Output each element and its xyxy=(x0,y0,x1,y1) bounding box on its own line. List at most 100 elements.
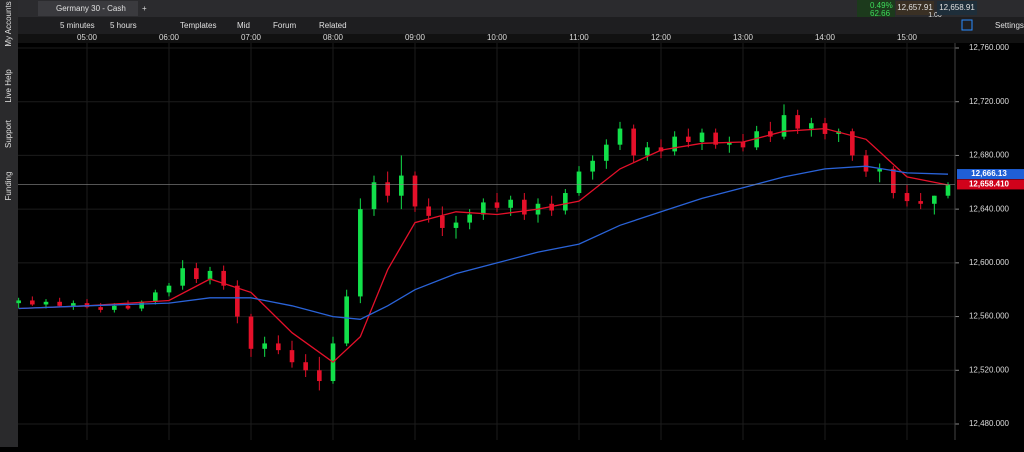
toolbar-item[interactable]: Templates xyxy=(180,21,216,30)
candle-body xyxy=(98,307,103,310)
change-points: 62.66 xyxy=(870,9,891,18)
candle-body xyxy=(248,316,254,349)
candle-body xyxy=(631,128,636,156)
candle-body xyxy=(781,115,787,137)
candle-body xyxy=(563,193,568,211)
candle-body xyxy=(481,202,486,215)
candle-body xyxy=(467,214,472,223)
candle-body xyxy=(863,155,869,172)
candle-body xyxy=(276,343,281,351)
toolbar-item[interactable]: Mid xyxy=(237,21,250,30)
candle-body xyxy=(412,175,418,207)
price-label: 12,658.410 xyxy=(969,180,1010,189)
time-axis-bar xyxy=(18,34,1024,43)
y-tick-label: 12,760.000 xyxy=(969,43,1010,52)
candle-body xyxy=(508,199,513,208)
candle-body xyxy=(877,168,882,172)
candle-body xyxy=(754,131,759,148)
candle-body xyxy=(289,350,295,363)
toolbar-item[interactable]: Related xyxy=(319,21,347,30)
candle-body xyxy=(426,206,431,216)
tab-title[interactable]: Germany 30 - Cash xyxy=(56,4,126,13)
sell-box[interactable] xyxy=(896,1,934,15)
x-tick-label: 15:00 xyxy=(897,33,918,42)
toolbar-item[interactable]: 5 minutes xyxy=(60,21,95,30)
side-bar xyxy=(0,0,18,447)
x-tick-label: 08:00 xyxy=(323,33,344,42)
candle-body xyxy=(904,193,910,202)
settings[interactable]: Settings xyxy=(995,21,1024,30)
toolbar-item[interactable]: Forum xyxy=(273,21,296,30)
candle-body xyxy=(658,147,664,152)
candle-body xyxy=(235,285,240,317)
x-tick-label: 05:00 xyxy=(77,33,98,42)
candle-body xyxy=(221,270,226,286)
candle-body xyxy=(71,303,76,306)
x-tick-label: 12:00 xyxy=(651,33,672,42)
side-tab[interactable]: Support xyxy=(4,119,13,148)
candle-body xyxy=(645,147,650,156)
candle-body xyxy=(713,132,718,145)
y-tick-label: 12,600.000 xyxy=(969,258,1010,267)
x-tick-label: 06:00 xyxy=(159,33,180,42)
candle-body xyxy=(494,202,500,208)
buy-price[interactable]: 12,658.91 xyxy=(939,3,975,12)
candle-body xyxy=(945,184,951,196)
candle-body xyxy=(440,215,445,228)
toolbar xyxy=(0,17,1024,34)
y-tick-label: 12,560.000 xyxy=(969,312,1010,321)
new-tab[interactable]: + xyxy=(142,4,147,13)
y-tick-label: 12,480.000 xyxy=(969,419,1010,428)
price-label-box xyxy=(957,169,1024,180)
candle-body xyxy=(153,292,158,302)
candle-body xyxy=(43,301,49,305)
buy-box[interactable] xyxy=(937,1,977,15)
x-tick-label: 14:00 xyxy=(815,33,836,42)
tool-icon[interactable] xyxy=(961,19,973,31)
side-tab[interactable]: My Accounts xyxy=(4,1,13,46)
candle-body xyxy=(549,203,554,211)
side-tab[interactable]: Funding xyxy=(4,172,13,201)
candle-body xyxy=(57,301,62,306)
candle-body xyxy=(891,168,896,194)
x-tick-label: 13:00 xyxy=(733,33,754,42)
candle-body xyxy=(358,209,363,297)
candle-body xyxy=(180,268,185,286)
y-tick-label: 12,520.000 xyxy=(969,365,1010,374)
candle-body xyxy=(932,195,937,204)
candle-body xyxy=(303,362,308,371)
candle-body xyxy=(371,182,377,210)
candle-body xyxy=(207,270,213,279)
candle-body xyxy=(262,343,267,349)
y-tick-label: 12,680.000 xyxy=(969,151,1010,160)
candle-body xyxy=(576,171,582,194)
candle-body xyxy=(768,131,773,137)
candle-body xyxy=(918,201,923,204)
sell-price[interactable]: 12,657.91 xyxy=(897,3,933,12)
change-pct: 0.49% xyxy=(870,1,893,10)
ma-line xyxy=(18,165,949,320)
price-label-box xyxy=(957,179,1024,190)
candle-body xyxy=(16,300,21,304)
candle-body xyxy=(809,123,814,129)
candle-body xyxy=(795,115,800,129)
candle-body xyxy=(344,296,349,344)
toolbar-item[interactable]: 5 hours xyxy=(110,21,137,30)
y-tick-label: 12,720.000 xyxy=(969,97,1010,106)
candle-body xyxy=(699,132,705,142)
candle-body xyxy=(590,160,595,172)
candle-body xyxy=(453,222,459,228)
side-tab[interactable]: Live Help xyxy=(4,69,13,103)
x-tick-label: 07:00 xyxy=(241,33,262,42)
x-tick-label: 11:00 xyxy=(569,33,589,42)
candle-body xyxy=(850,131,855,156)
ma-line xyxy=(18,127,949,364)
price-label: 12,666.13 xyxy=(971,169,1007,178)
candle-body xyxy=(166,285,172,293)
candle-body xyxy=(385,182,390,196)
tab[interactable] xyxy=(38,1,138,16)
candle-body xyxy=(740,142,746,148)
candle-body xyxy=(194,268,199,279)
candle-body xyxy=(399,175,404,196)
